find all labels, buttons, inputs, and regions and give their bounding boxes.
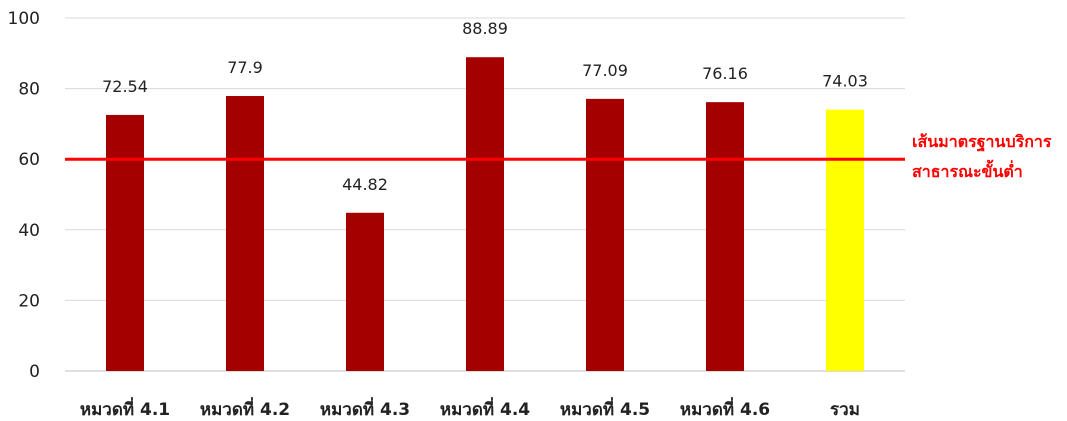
bar — [586, 98, 624, 371]
y-tick-label: 40 — [18, 221, 40, 241]
category-label: หมวดที่ 4.5 — [560, 397, 650, 420]
reference-line-label-line-1: เส้นมาตรฐานบริการ — [912, 132, 1052, 152]
data-labels: 72.54 77.9 44.82 88.89 77.09 76.16 74.03 — [102, 19, 868, 194]
bar — [106, 114, 144, 371]
y-tick-label: 20 — [18, 291, 40, 311]
reference-line-group: เส้นมาตรฐานบริการ สาธารณะขั้นต่ำ — [65, 132, 1052, 181]
y-tick-label: 0 — [29, 362, 40, 382]
y-axis-ticks: 0 20 40 60 80 100 — [8, 9, 40, 382]
bar — [346, 212, 384, 371]
y-tick-label: 100 — [8, 9, 40, 29]
data-label: 77.09 — [582, 61, 628, 80]
category-label: รวม — [830, 400, 860, 420]
category-label: หมวดที่ 4.2 — [200, 397, 290, 420]
category-label: หมวดที่ 4.6 — [680, 397, 770, 420]
data-label: 74.03 — [822, 72, 868, 91]
x-axis-categories: หมวดที่ 4.1 หมวดที่ 4.2 หมวดที่ 4.3 หมวดที่… — [80, 397, 860, 420]
bar — [226, 96, 264, 371]
data-label: 88.89 — [462, 19, 508, 38]
data-label: 76.16 — [702, 64, 748, 83]
category-label: หมวดที่ 4.3 — [320, 397, 410, 420]
y-tick-label: 80 — [18, 80, 40, 100]
bar — [706, 102, 744, 371]
data-label: 77.9 — [227, 58, 263, 77]
category-label: หมวดที่ 4.4 — [440, 397, 530, 420]
category-label: หมวดที่ 4.1 — [80, 397, 170, 420]
bar — [826, 109, 864, 371]
bar — [466, 57, 504, 372]
data-label: 72.54 — [102, 77, 148, 96]
bars — [106, 57, 864, 372]
data-label: 44.82 — [342, 175, 388, 194]
reference-line-label-line-2: สาธารณะขั้นต่ำ — [912, 159, 1023, 181]
y-tick-label: 60 — [18, 150, 40, 170]
